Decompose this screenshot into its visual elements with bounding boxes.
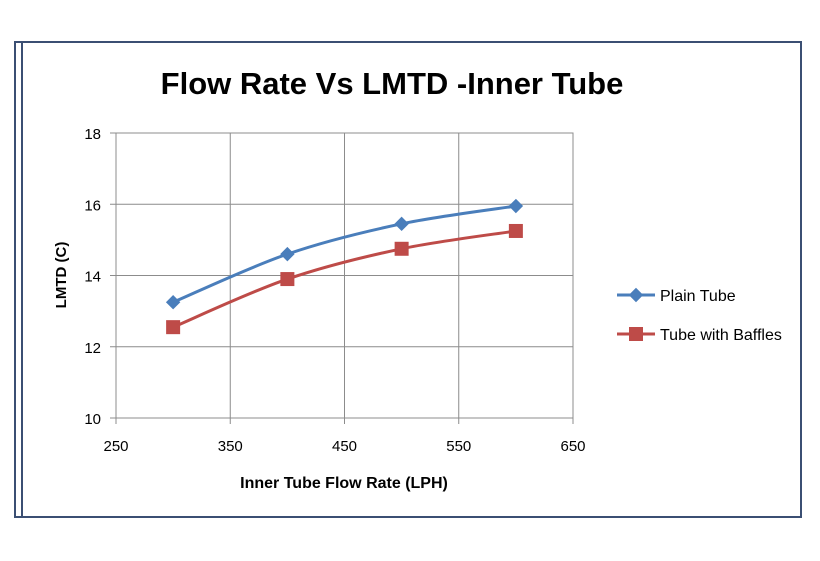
data-point-tube-with-baffles — [280, 272, 295, 287]
x-tick-label: 450 — [332, 438, 357, 455]
x-tick-label: 350 — [218, 438, 243, 455]
y-tick-label: 10 — [84, 411, 101, 428]
plot-border — [115, 132, 574, 419]
y-tick-label: 16 — [84, 197, 101, 214]
y-tick-label: 14 — [84, 269, 101, 286]
data-point-tube-with-baffles — [508, 223, 523, 238]
grid — [110, 132, 574, 424]
y-tick-labels: 10 12 14 16 18 — [84, 126, 101, 428]
series-lines — [172, 204, 517, 329]
series-line-plain-tube — [172, 204, 517, 304]
x-axis-label: Inner Tube Flow Rate (LPH) — [240, 475, 448, 492]
data-point-tube-with-baffles — [166, 320, 181, 335]
x-tick-labels: 250 350 450 550 650 — [103, 438, 585, 455]
legend-label-tube-with-baffles: Tube with Baffles — [660, 327, 782, 344]
legend: Plain Tube Tube with Baffles — [617, 287, 782, 344]
chart-frame-inner-border — [21, 41, 23, 518]
x-tick-label: 250 — [103, 438, 128, 455]
legend-marker-plain-tube — [628, 287, 644, 303]
legend-label-plain-tube: Plain Tube — [660, 288, 736, 305]
data-point-plain-tube — [165, 295, 181, 310]
x-tick-label: 550 — [446, 438, 471, 455]
chart-title: Flow Rate Vs LMTD -Inner Tube — [161, 66, 624, 101]
x-tick-label: 650 — [560, 438, 585, 455]
data-point-tube-with-baffles — [394, 241, 409, 256]
plot-border-group — [115, 132, 574, 419]
chart-frame — [14, 41, 802, 518]
series-line-tube-with-baffles — [172, 229, 517, 329]
y-tick-label: 18 — [84, 126, 101, 143]
y-axis-label: LMTD (C) — [53, 242, 70, 309]
legend-marker-tube-with-baffles — [629, 327, 643, 341]
data-point-plain-tube — [508, 198, 524, 214]
data-point-plain-tube — [394, 216, 409, 232]
series-markers — [165, 198, 524, 335]
data-point-plain-tube — [280, 246, 295, 262]
y-tick-label: 12 — [84, 340, 101, 357]
